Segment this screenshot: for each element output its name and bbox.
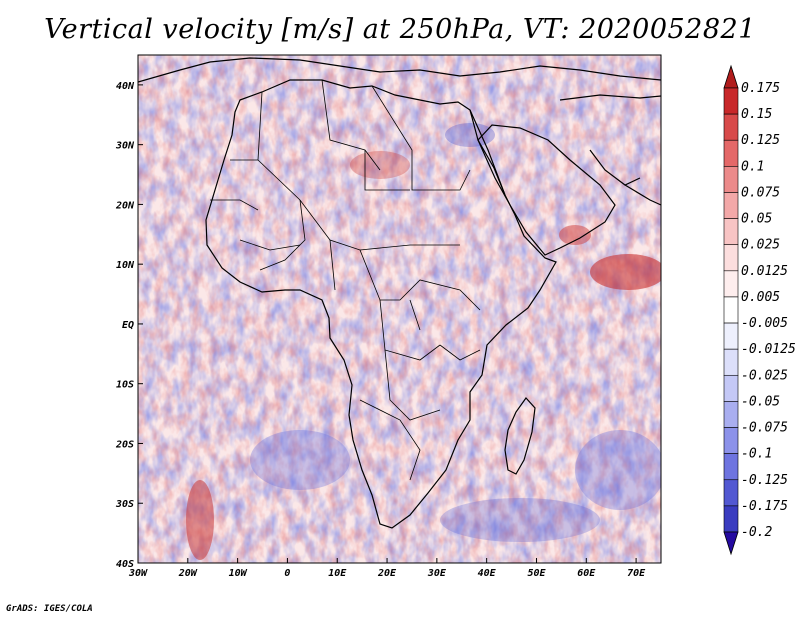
colorbar-bottom-arrow xyxy=(723,531,739,556)
grads-credit: GrADS: IGES/COLA xyxy=(6,604,93,614)
colorbar-swatch xyxy=(723,296,739,324)
x-tick-label: 40E xyxy=(478,568,497,579)
y-tick-label: 30N xyxy=(115,141,135,152)
y-tick-label: 10N xyxy=(116,260,135,271)
colorbar-swatch xyxy=(723,505,739,533)
colorbar-swatch xyxy=(723,374,739,402)
x-tick-label: 50E xyxy=(527,568,546,579)
colorbar-label: 0.005 xyxy=(741,290,780,305)
colorbar-label: 0.1 xyxy=(741,159,764,174)
colorbar-label: 0.025 xyxy=(741,238,780,253)
x-tick-label: 10W xyxy=(229,568,248,579)
colorbar-label: -0.125 xyxy=(741,473,788,488)
y-tick-label: 30S xyxy=(115,499,134,510)
colorbar-swatch xyxy=(723,322,739,350)
x-tick-label: 20W xyxy=(178,568,198,579)
x-tick-label: 10E xyxy=(328,568,347,579)
colorbar-label: -0.005 xyxy=(741,316,788,331)
colorbar-label: -0.2 xyxy=(741,525,772,540)
colorbar-label: 0.075 xyxy=(741,185,780,200)
map-title: Vertical velocity [m/s] at 250hPa, VT: 2… xyxy=(44,14,756,45)
colorbar-top-arrow xyxy=(723,64,739,89)
colorbar-label: -0.0125 xyxy=(741,342,796,357)
colorbar-swatch xyxy=(723,270,739,298)
colorbar: 0.175 0.15 0.125 0.1 0.075 0.05 0.025 0.0125 0.0… xyxy=(723,64,796,556)
plot-frame xyxy=(137,54,662,564)
x-tick-label: 30E xyxy=(427,568,447,579)
colorbar-label: 0.15 xyxy=(741,107,772,122)
colorbar-label: -0.05 xyxy=(741,394,780,409)
country-borders xyxy=(210,79,481,481)
x-axis: 30W 20W 10W 0 10E 20E 30E 40E 50E 60E 70E xyxy=(128,558,646,579)
x-tick-label: 70E xyxy=(627,568,646,579)
colorbar-swatch xyxy=(723,244,739,272)
colorbar-label: -0.075 xyxy=(741,421,788,436)
y-axis: 40N 30N 20N 10N EQ 10S 20S 30S 40S xyxy=(115,81,143,570)
y-tick-label: 10S xyxy=(116,380,134,391)
colorbar-label: 0.05 xyxy=(741,212,772,227)
colorbar-swatch xyxy=(723,166,739,193)
colorbar-label: 0.125 xyxy=(741,133,780,148)
colorbar-label: -0.175 xyxy=(741,499,788,514)
x-tick-label: 60E xyxy=(577,568,596,579)
x-tick-label: 20E xyxy=(377,568,397,579)
colorbar-swatch xyxy=(723,348,739,376)
y-tick-label: 40S xyxy=(116,559,134,570)
colorbar-label: 0.175 xyxy=(741,81,780,96)
colorbar-swatch xyxy=(723,218,739,246)
x-tick-label: 30W xyxy=(128,568,148,579)
colorbar-swatch xyxy=(723,113,739,141)
colorbar-swatch xyxy=(723,479,739,507)
y-tick-label: 40N xyxy=(116,81,135,92)
colorbar-swatch xyxy=(723,427,739,454)
colorbar-swatch xyxy=(723,87,739,115)
y-tick-label: EQ xyxy=(122,320,134,331)
colorbar-swatch xyxy=(723,192,739,219)
colorbar-label: -0.025 xyxy=(741,368,788,383)
coastline xyxy=(138,57,661,529)
y-tick-label: 20S xyxy=(115,439,134,450)
colorbar-swatch xyxy=(723,139,739,167)
x-tick-label: 0 xyxy=(284,568,290,579)
colorbar-label: -0.1 xyxy=(741,447,772,462)
colorbar-swatch xyxy=(723,453,739,481)
y-tick-label: 20N xyxy=(115,200,135,211)
colorbar-label: 0.0125 xyxy=(741,264,788,279)
velocity-field xyxy=(138,55,661,563)
colorbar-swatch xyxy=(723,401,739,428)
